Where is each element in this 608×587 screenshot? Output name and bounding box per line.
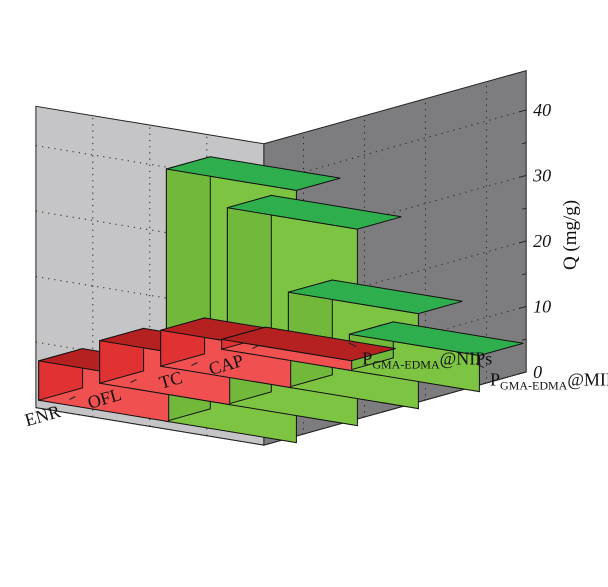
series-tick (348, 342, 357, 348)
bar-top-face (166, 156, 341, 191)
z-tick (519, 109, 527, 113)
category-tick (69, 396, 76, 400)
bar-top-face (221, 326, 396, 362)
z-minor-tick (522, 273, 527, 276)
bar-top-face (349, 321, 524, 357)
series-tick (475, 363, 485, 369)
z-tick-label: 0 (533, 362, 542, 382)
z-tick-label: 20 (533, 231, 551, 251)
z-minor-tick (522, 207, 527, 210)
bar-top-face (227, 194, 402, 230)
z-minor-tick (522, 142, 527, 145)
z-minor-tick (522, 338, 527, 341)
z-tick-label: 40 (533, 100, 551, 120)
category-tick (130, 379, 137, 383)
z-tick-label: 30 (532, 165, 551, 185)
z-tick (519, 240, 527, 244)
series-label: PGMA-EDMA@NIPs (362, 349, 492, 372)
category-tick (252, 345, 259, 349)
category-tick (191, 362, 198, 366)
z-tick (519, 174, 527, 178)
z-tick-label: 10 (533, 296, 551, 316)
bar-top-face (288, 279, 463, 315)
bars (38, 156, 524, 444)
series-label: PGMA-EDMA@MIPs (490, 370, 608, 393)
z-tick (519, 305, 527, 309)
z-axis-label: Q (mg/g) (560, 200, 581, 270)
z-tick (519, 371, 527, 375)
category-label: ENR (22, 401, 62, 430)
